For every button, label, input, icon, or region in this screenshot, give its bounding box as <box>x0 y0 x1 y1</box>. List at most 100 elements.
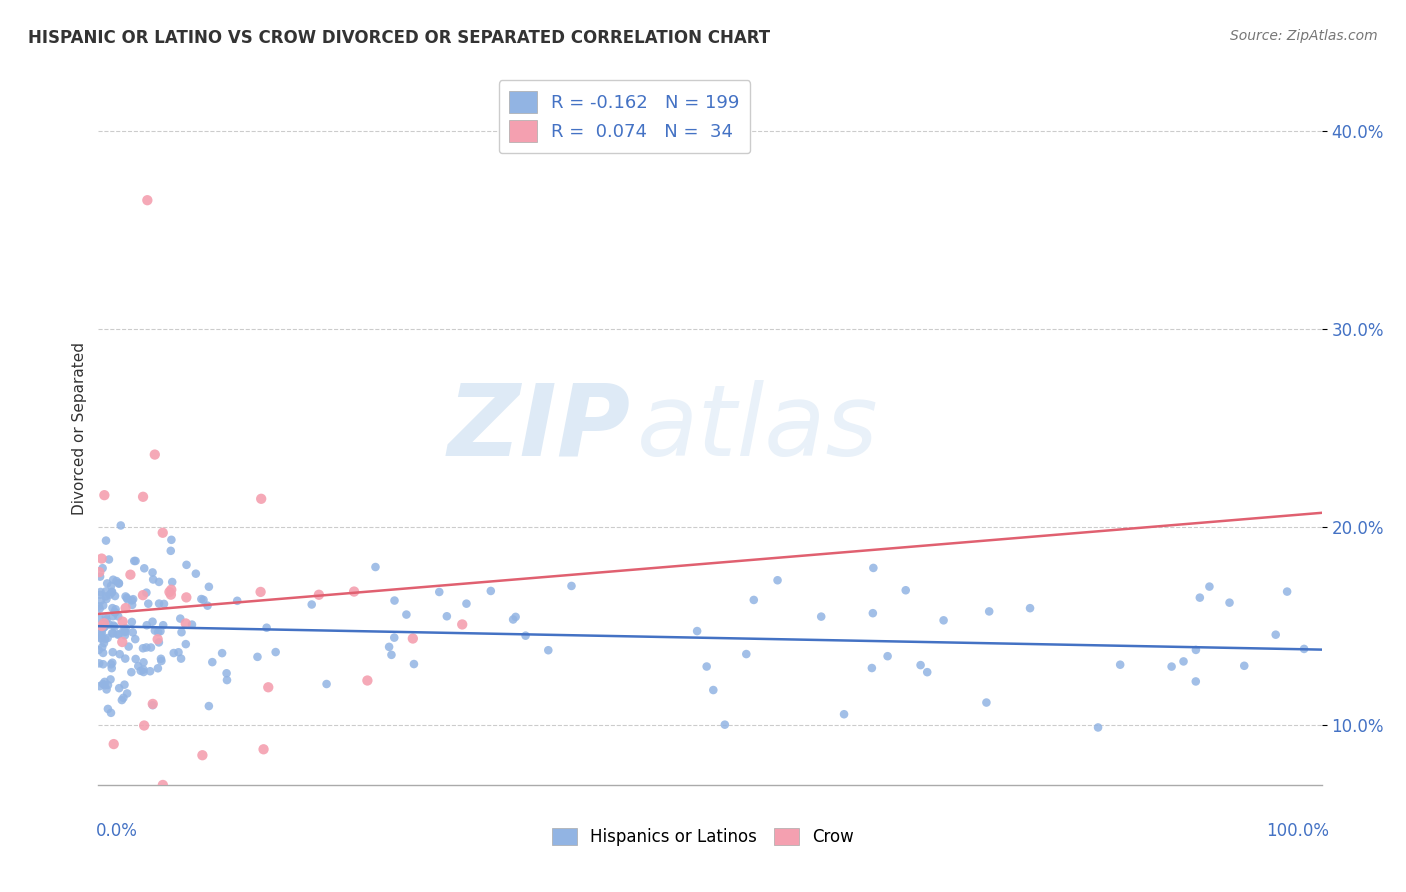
Point <box>114 628 136 642</box>
Point <box>1264 628 1286 642</box>
Point <box>427 585 450 599</box>
Point <box>301 598 323 612</box>
Point <box>159 585 181 599</box>
Point <box>90 632 112 646</box>
Point <box>1185 643 1208 657</box>
Point <box>152 525 174 540</box>
Point <box>132 663 155 677</box>
Point <box>90 593 112 607</box>
Point <box>456 597 478 611</box>
Text: HISPANIC OR LATINO VS CROW DIVORCED OR SEPARATED CORRELATION CHART: HISPANIC OR LATINO VS CROW DIVORCED OR S… <box>28 29 770 46</box>
Point <box>120 665 142 680</box>
Point <box>356 673 378 688</box>
Point <box>146 661 169 675</box>
Point <box>101 656 124 670</box>
Point <box>89 565 111 579</box>
Point <box>111 635 134 649</box>
Point <box>1160 659 1182 673</box>
Point <box>94 584 117 599</box>
Point <box>96 592 118 607</box>
Point <box>810 609 832 624</box>
Point <box>190 592 212 607</box>
Point <box>862 606 884 620</box>
Point <box>142 573 165 587</box>
Text: atlas: atlas <box>637 380 879 476</box>
Point <box>104 602 127 616</box>
Point <box>96 682 118 697</box>
Point <box>90 585 112 599</box>
Point <box>143 448 166 462</box>
Point <box>101 626 124 640</box>
Point <box>104 620 127 634</box>
Point <box>91 657 114 672</box>
Point <box>103 737 125 751</box>
Point <box>108 647 131 661</box>
Point <box>134 561 156 575</box>
Point <box>141 615 163 629</box>
Point <box>97 678 120 692</box>
Point <box>105 574 128 588</box>
Point <box>167 645 190 659</box>
Point <box>160 533 183 547</box>
Point <box>101 584 124 599</box>
Point <box>110 518 132 533</box>
Point <box>117 592 139 607</box>
Point <box>100 585 122 599</box>
Point <box>87 599 110 614</box>
Point <box>122 592 145 607</box>
Point <box>89 612 111 626</box>
Point <box>90 551 112 566</box>
Point <box>104 606 127 620</box>
Point <box>402 632 425 646</box>
Point <box>90 619 112 633</box>
Point <box>560 579 582 593</box>
Point <box>174 616 197 631</box>
Point <box>1198 580 1220 594</box>
Point <box>184 566 207 581</box>
Text: ZIP: ZIP <box>447 380 630 476</box>
Point <box>211 646 233 660</box>
Point <box>122 554 145 568</box>
Point <box>114 624 136 639</box>
Point <box>384 593 406 607</box>
Point <box>148 635 170 649</box>
Point <box>766 574 789 588</box>
Legend: Hispanics or Latinos, Crow: Hispanics or Latinos, Crow <box>546 821 860 853</box>
Point <box>136 193 159 207</box>
Point <box>742 593 765 607</box>
Point <box>862 561 884 575</box>
Point <box>502 612 524 626</box>
Point <box>101 601 124 615</box>
Point <box>252 742 274 756</box>
Point <box>505 610 527 624</box>
Point <box>479 584 502 599</box>
Point <box>121 593 143 607</box>
Point <box>226 594 249 608</box>
Point <box>176 591 198 605</box>
Point <box>169 611 191 625</box>
Point <box>100 706 122 720</box>
Point <box>395 607 418 622</box>
Point <box>876 649 898 664</box>
Point <box>87 643 110 657</box>
Point <box>315 677 337 691</box>
Point <box>193 593 215 607</box>
Point <box>108 576 131 591</box>
Point <box>94 610 117 624</box>
Point <box>97 702 120 716</box>
Point <box>894 583 917 598</box>
Point <box>150 654 173 668</box>
Point <box>159 544 181 558</box>
Point <box>163 646 186 660</box>
Point <box>979 604 1001 618</box>
Point <box>515 629 537 643</box>
Point <box>101 626 124 640</box>
Point <box>114 590 136 604</box>
Point <box>89 569 111 583</box>
Point <box>91 646 114 660</box>
Point <box>152 618 174 632</box>
Point <box>111 693 134 707</box>
Point <box>153 597 176 611</box>
Point <box>89 657 111 671</box>
Point <box>380 648 402 662</box>
